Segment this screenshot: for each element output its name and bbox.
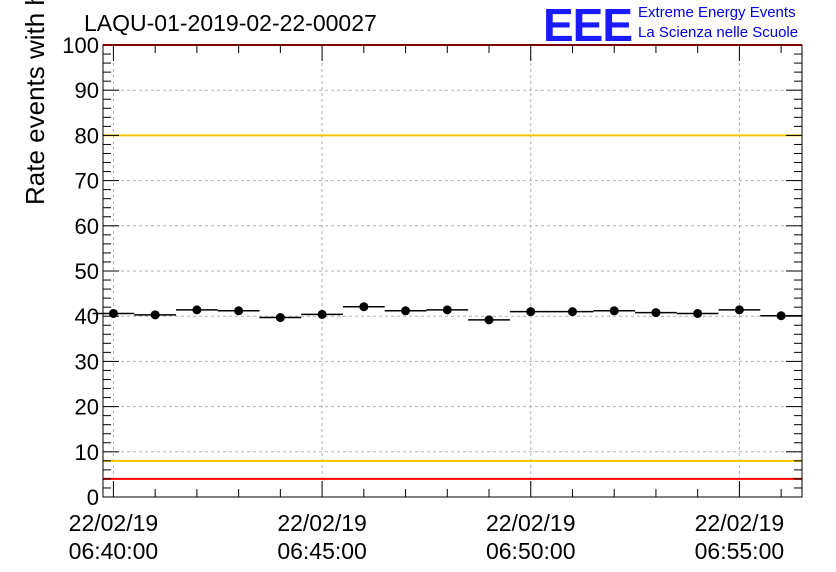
x-tick-label-time: 06:50:00: [486, 538, 576, 564]
y-tick-label: 20: [75, 395, 99, 420]
y-tick-label: 50: [75, 259, 99, 284]
data-point: [693, 308, 703, 318]
data-point: [150, 310, 160, 320]
data-point: [776, 311, 786, 321]
x-tick-label-date: 22/02/19: [695, 510, 785, 536]
x-tick-label-date: 22/02/19: [69, 510, 159, 536]
data-point: [526, 307, 536, 317]
data-point: [275, 313, 285, 323]
chart-title: LAQU-01-2019-02-22-00027: [84, 10, 377, 36]
y-axis-label: Rate events with hits [Hz]: [20, 0, 50, 205]
data-point: [484, 315, 494, 325]
data-point: [317, 309, 327, 319]
data-point: [567, 307, 577, 317]
data-point: [108, 308, 118, 318]
y-tick-label: 70: [75, 169, 99, 194]
x-tick-label-date: 22/02/19: [486, 510, 576, 536]
data-point: [734, 305, 744, 315]
data-point: [609, 306, 619, 316]
y-tick-label: 60: [75, 214, 99, 239]
y-tick-label: 90: [75, 78, 99, 103]
logo-line-1: Extreme Energy Events: [638, 4, 796, 21]
y-tick-label: 80: [75, 123, 99, 148]
logo-line-2: La Scienza nelle Scuole: [638, 24, 799, 41]
data-point: [442, 305, 452, 315]
x-tick-label-time: 06:45:00: [277, 538, 367, 564]
y-tick-label: 0: [87, 485, 99, 510]
data-point: [651, 308, 661, 318]
data-point: [192, 305, 202, 315]
x-tick-label-time: 06:40:00: [69, 538, 159, 564]
x-tick-label-date: 22/02/19: [277, 510, 367, 536]
y-tick-label: 30: [75, 349, 99, 374]
data-point: [234, 306, 244, 316]
data-point: [401, 306, 411, 316]
data-point: [359, 302, 369, 312]
eee-logo-mark: EEE: [543, 0, 633, 51]
y-tick-label: 40: [75, 304, 99, 329]
x-tick-label-time: 06:55:00: [695, 538, 785, 564]
y-tick-label: 10: [75, 440, 99, 465]
y-tick-label: 100: [62, 33, 99, 58]
